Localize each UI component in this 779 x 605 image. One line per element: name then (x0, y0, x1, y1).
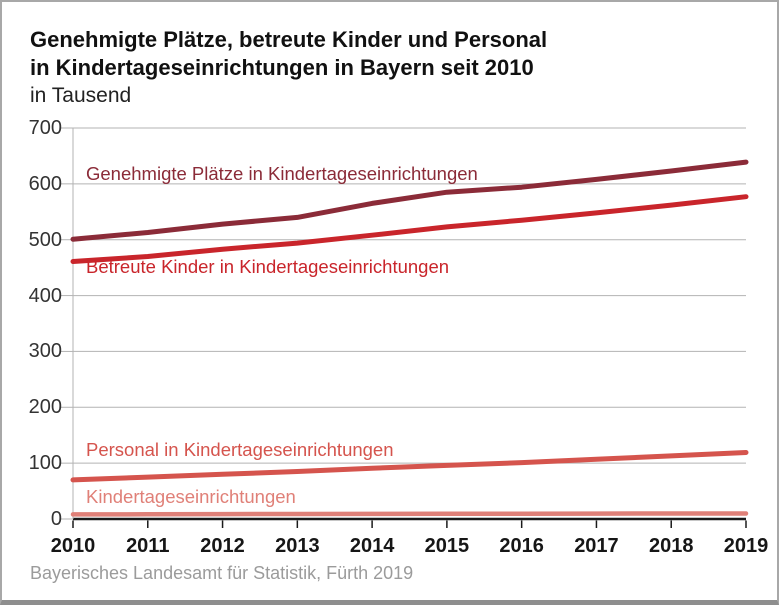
y-axis-label-0: 0 (50, 508, 62, 530)
y-axis-label-500: 500 (28, 228, 62, 251)
series-label-kindertageseinrichtungen: Kindertageseinrichtungen (86, 486, 296, 507)
x-axis-label-2012: 2012 (200, 535, 245, 557)
chart-title-line-1: Genehmigte Plätze, betreute Kinder und P… (30, 27, 548, 52)
x-axis-label-2010: 2010 (50, 535, 96, 557)
y-axis-label-200: 200 (28, 396, 62, 419)
y-axis-label-300: 300 (28, 340, 62, 363)
y-axis-label-100: 100 (28, 452, 62, 475)
title-block: Genehmigte Plätze, betreute Kinder und P… (30, 26, 547, 109)
x-axis-label-2013: 2013 (275, 535, 320, 557)
x-axis-label-2011: 2011 (126, 535, 170, 557)
series-label-genehmigte-plaetze: Genehmigte Plätze in Kindertageseinricht… (86, 163, 478, 184)
x-axis-label-2016: 2016 (499, 535, 544, 557)
x-axis-label-2014: 2014 (349, 535, 395, 557)
source-attribution: Bayerisches Landesamt für Statistik, Für… (30, 563, 414, 583)
x-axis-label-2018: 2018 (648, 535, 694, 557)
series-line-3 (70, 511, 749, 517)
series-label-personal: Personal in Kindertageseinrichtungen (86, 439, 394, 460)
series-line-1 (70, 194, 749, 264)
y-axis-label-600: 600 (28, 172, 62, 195)
series-line-2 (70, 450, 749, 483)
x-axis-label-2017: 2017 (574, 535, 619, 557)
x-axis-label-2015: 2015 (424, 535, 470, 557)
chart-subtitle-unit: in Tausend (30, 84, 132, 107)
x-axis-label-2019: 2019 (723, 535, 769, 557)
chart-title-line-2: in Kindertageseinrichtungen in Bayern se… (30, 55, 534, 80)
series-line-0 (70, 159, 749, 242)
y-axis-label-700: 700 (28, 117, 62, 139)
series-label-betreute-kinder: Betreute Kinder in Kindertageseinrichtun… (86, 256, 450, 277)
y-axis-label-400: 400 (28, 284, 62, 307)
